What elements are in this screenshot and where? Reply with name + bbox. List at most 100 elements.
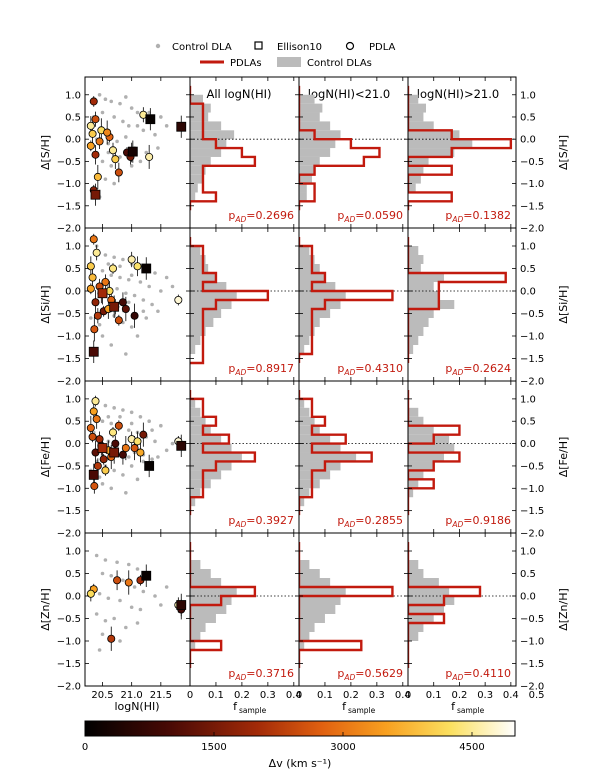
pdla-point [111,155,120,164]
control-hist-bar [190,336,201,345]
y-tick-label: 1.0 [65,90,81,101]
control-hist-bar [190,605,227,614]
pdla-point [92,248,101,257]
control-hist-bar [299,282,336,291]
control-dla-point [118,101,122,106]
control-dla-point [112,616,116,621]
control-hist-bar [408,139,473,149]
histogram-panel: pAD=0.4110 [407,532,517,687]
pdla-point [101,277,110,286]
control-dla-point [129,464,134,468]
control-hist-bar [299,434,331,444]
control-dla-point [100,419,105,424]
y-tick-label-right: 0.0 [520,592,536,603]
control-hist-bar [190,273,216,282]
p-value-number: =0.8917 [246,362,294,375]
control-hist-bar [299,174,312,184]
panel-content [299,237,408,363]
column-title-all: All logN(HI) [206,87,271,101]
control-hist-bar [408,605,444,614]
p-value-prefix: p [337,667,344,680]
pdla-point [89,97,98,106]
pdla-point [103,128,112,137]
control-hist-bar [299,139,336,149]
control-dla-point [135,621,140,625]
ellison10-point [127,146,138,157]
control-dla-point [129,164,134,168]
control-dla-point [129,325,134,329]
histogram-panel: pAD=0.3716 [189,532,300,687]
y-tick-label-right: −1.5 [520,659,544,670]
control-hist-bar [408,560,419,569]
y-tick-label-right: −1.0 [520,179,544,190]
control-hist-bar [299,318,320,327]
scatter-x-tick-label: 20.5 [91,690,113,701]
control-hist-bar [190,139,227,149]
control-hist-bar [299,156,320,166]
control-hist-bar [190,470,222,480]
p-value-prefix: p [228,209,235,222]
legend-control-dlas-label: Control DLAs [307,58,372,69]
hist-x-tick-label: 0.1 [426,690,442,701]
control-dla-point [109,273,114,278]
p-value-number: =0.0590 [355,209,403,222]
pdla-hist-outline [299,237,394,363]
colorbar-label: Δv (km s⁻¹) [269,757,332,770]
control-dla-point [118,639,122,643]
control-hist-bar [408,479,419,489]
p-value-number: =0.1382 [463,209,511,222]
panel-content [408,389,516,516]
control-hist-bar [299,596,341,605]
pdla-hist-outline [190,542,257,668]
panel-content [408,237,516,363]
pdla-hist-outline [190,85,257,211]
pdla-point [121,304,130,313]
control-hist-bar [408,94,419,104]
panel-content [408,85,516,211]
control-dla-point [150,302,154,307]
p-value-prefix: p [445,514,452,527]
control-hist-bar [408,587,450,596]
control-dla-point [126,300,131,305]
panel-content [86,395,187,495]
control-dla-point [126,124,131,128]
control-dla-point [156,455,160,459]
control-dla-point [118,414,122,419]
control-hist-bar [408,174,421,184]
ellison10-point [176,440,187,451]
pdla-point [113,576,122,585]
y-tick-label-right: −2.0 [520,377,544,388]
control-dla-point [147,284,151,289]
control-hist-bar [408,121,434,131]
control-dla-point [100,571,105,576]
control-hist-bar [299,273,325,282]
hist-x-tick-label: 0 [187,690,193,701]
control-hist-bar [299,148,331,157]
control-hist-bar [408,300,455,309]
y-tick-label-right: −1.5 [520,506,544,517]
y-axis-label-right: Δ[Fe/H] [557,437,570,478]
panel-content [86,553,187,652]
p-value-subscript: AD [451,673,463,682]
control-dla-point [121,578,125,583]
control-hist-bar [299,632,310,641]
y-axis-label-left: Δ[Zn/H] [39,588,52,631]
panel-content [190,389,299,516]
control-dla-point [138,280,143,284]
control-hist-bar [190,560,201,569]
control-hist-bar [190,587,237,596]
control-hist-bar [408,623,424,632]
hist-x-tick-label: 0.3 [477,690,493,701]
control-dla-point [129,421,134,426]
control-dla-point [150,457,154,462]
y-tick-label: 0.0 [65,287,81,298]
pdla-point [88,273,97,282]
control-dla-point [115,139,119,144]
pdla-point [95,137,104,146]
y-tick-label: −1.5 [57,506,81,517]
pdla-point [92,414,101,423]
control-hist-bar [408,309,434,318]
control-hist-bar [299,264,320,273]
control-hist-bar [299,398,305,408]
control-dla-point [159,423,163,428]
